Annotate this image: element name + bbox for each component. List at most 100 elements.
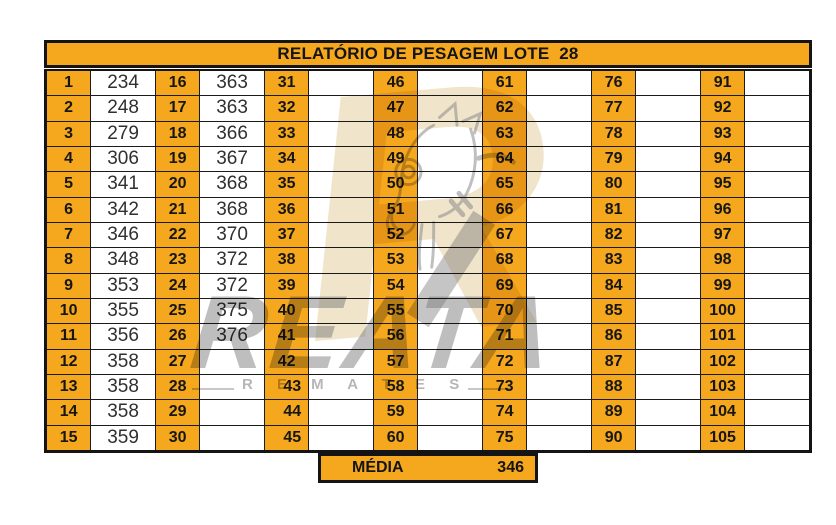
slot-number-cell: 90 [592,425,636,450]
media-summary-box: MÉDIA 346 [318,453,538,483]
weight-value-cell [745,248,809,273]
weight-value-cell: 368 [200,197,264,222]
slot-number-cell: 49 [374,147,418,172]
weight-value-cell [309,223,373,248]
slot-number-cell: 64 [483,147,527,172]
weight-value-cell: 366 [200,121,264,146]
weight-value-cell [527,147,591,172]
slot-number-cell: 80 [592,172,636,197]
weight-value-cell [418,248,482,273]
weight-value-cell: 359 [91,425,155,450]
weight-value-cell [527,172,591,197]
weight-value-cell [636,349,700,374]
slot-number-cell: 56 [374,324,418,349]
weight-value-cell [745,273,809,298]
slot-number-cell: 84 [592,273,636,298]
slot-number-cell: 28 [156,375,200,400]
slot-number-cell: 82 [592,223,636,248]
slot-number-cell: 75 [483,425,527,450]
weight-value-cell: 346 [91,223,155,248]
weights-grid: 1 234 16 363 31 46 61 76 91 2 248 17 363 32 47 62 77 92 3 2… [44,69,812,453]
slot-number-cell: 92 [701,96,745,121]
slot-number-cell: 53 [374,248,418,273]
weight-value-cell [636,273,700,298]
slot-number-cell: 103 [701,375,745,400]
weight-value-cell [636,425,700,450]
weight-value-cell [418,425,482,450]
weight-value-cell [636,71,700,96]
slot-number-cell: 59 [374,400,418,425]
slot-number-cell: 100 [701,299,745,324]
slot-number-cell: 66 [483,197,527,222]
weight-value-cell [418,121,482,146]
slot-number-cell: 4 [47,147,91,172]
weight-value-cell [309,172,373,197]
weight-value-cell [745,96,809,121]
weight-value-cell [636,248,700,273]
slot-number-cell: 95 [701,172,745,197]
weight-value-cell: 358 [91,349,155,374]
slot-number-cell: 87 [592,349,636,374]
slot-number-cell: 69 [483,273,527,298]
slot-number-cell: 27 [156,349,200,374]
slot-number-cell: 14 [47,400,91,425]
weight-value-cell: 279 [91,121,155,146]
weight-value-cell [309,121,373,146]
slot-number-cell: 81 [592,197,636,222]
slot-number-cell: 62 [483,96,527,121]
weight-value-cell [527,349,591,374]
slot-number-cell: 15 [47,425,91,450]
weight-value-cell [636,121,700,146]
weight-value-cell [200,400,264,425]
slot-number-cell: 91 [701,71,745,96]
slot-number-cell: 1 [47,71,91,96]
slot-number-cell: 12 [47,349,91,374]
weight-value-cell [636,172,700,197]
slot-number-cell: 105 [701,425,745,450]
weight-value-cell [309,425,373,450]
slot-number-cell: 57 [374,349,418,374]
weight-value-cell [527,425,591,450]
weight-value-cell [745,349,809,374]
slot-number-cell: 36 [265,197,309,222]
weight-value-cell [418,273,482,298]
weight-value-cell [200,375,264,400]
weight-value-cell [418,172,482,197]
slot-number-cell: 6 [47,197,91,222]
slot-number-cell: 43 [265,375,309,400]
weight-value-cell [527,71,591,96]
weight-value-cell [636,324,700,349]
weight-value-cell [309,248,373,273]
slot-number-cell: 40 [265,299,309,324]
weight-value-cell [527,197,591,222]
slot-number-cell: 37 [265,223,309,248]
weight-value-cell: 348 [91,248,155,273]
slot-number-cell: 68 [483,248,527,273]
weight-value-cell [418,324,482,349]
weight-value-cell [636,96,700,121]
slot-number-cell: 39 [265,273,309,298]
weight-value-cell: 363 [200,96,264,121]
slot-number-cell: 63 [483,121,527,146]
weight-value-cell: 353 [91,273,155,298]
weight-value-cell [745,400,809,425]
weight-value-cell: 358 [91,375,155,400]
weight-value-cell [745,375,809,400]
slot-number-cell: 101 [701,324,745,349]
weight-value-cell [527,248,591,273]
weight-value-cell [745,71,809,96]
weight-value-cell [309,349,373,374]
weight-value-cell: 372 [200,273,264,298]
weight-value-cell: 342 [91,197,155,222]
report-title: RELATÓRIO DE PESAGEM LOTE 28 [44,40,812,68]
weight-value-cell [309,147,373,172]
slot-number-cell: 19 [156,147,200,172]
weight-value-cell: 376 [200,324,264,349]
slot-number-cell: 16 [156,71,200,96]
slot-number-cell: 67 [483,223,527,248]
slot-number-cell: 55 [374,299,418,324]
slot-number-cell: 11 [47,324,91,349]
slot-number-cell: 24 [156,273,200,298]
slot-number-cell: 76 [592,71,636,96]
